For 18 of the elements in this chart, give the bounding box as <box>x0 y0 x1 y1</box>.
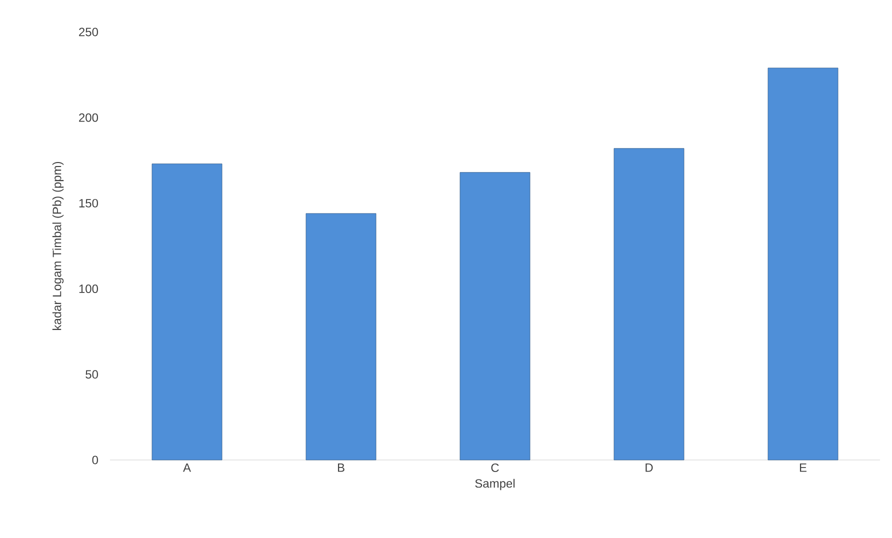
y-tick-label: 250 <box>79 28 98 36</box>
x-tick-label: A <box>183 464 191 472</box>
y-tick-label: 100 <box>79 284 98 294</box>
x-axis-title: Sampel <box>475 478 515 490</box>
bar <box>614 148 684 460</box>
y-tick-label: 50 <box>86 370 98 379</box>
y-axis-title: kadar Logam Timbal (Pb) (ppm) <box>52 162 64 330</box>
bar <box>306 213 376 460</box>
x-tick-label: D <box>646 464 653 472</box>
y-tick-label: 150 <box>79 198 98 208</box>
bar <box>460 172 530 460</box>
bar <box>768 68 838 460</box>
x-tick-label: B <box>338 464 344 472</box>
x-tick-label: C <box>491 464 499 472</box>
x-tick-label: E <box>800 464 806 472</box>
y-tick-label: 200 <box>79 113 98 122</box>
bar <box>152 164 222 460</box>
y-tick-label: 0 <box>92 456 98 464</box>
